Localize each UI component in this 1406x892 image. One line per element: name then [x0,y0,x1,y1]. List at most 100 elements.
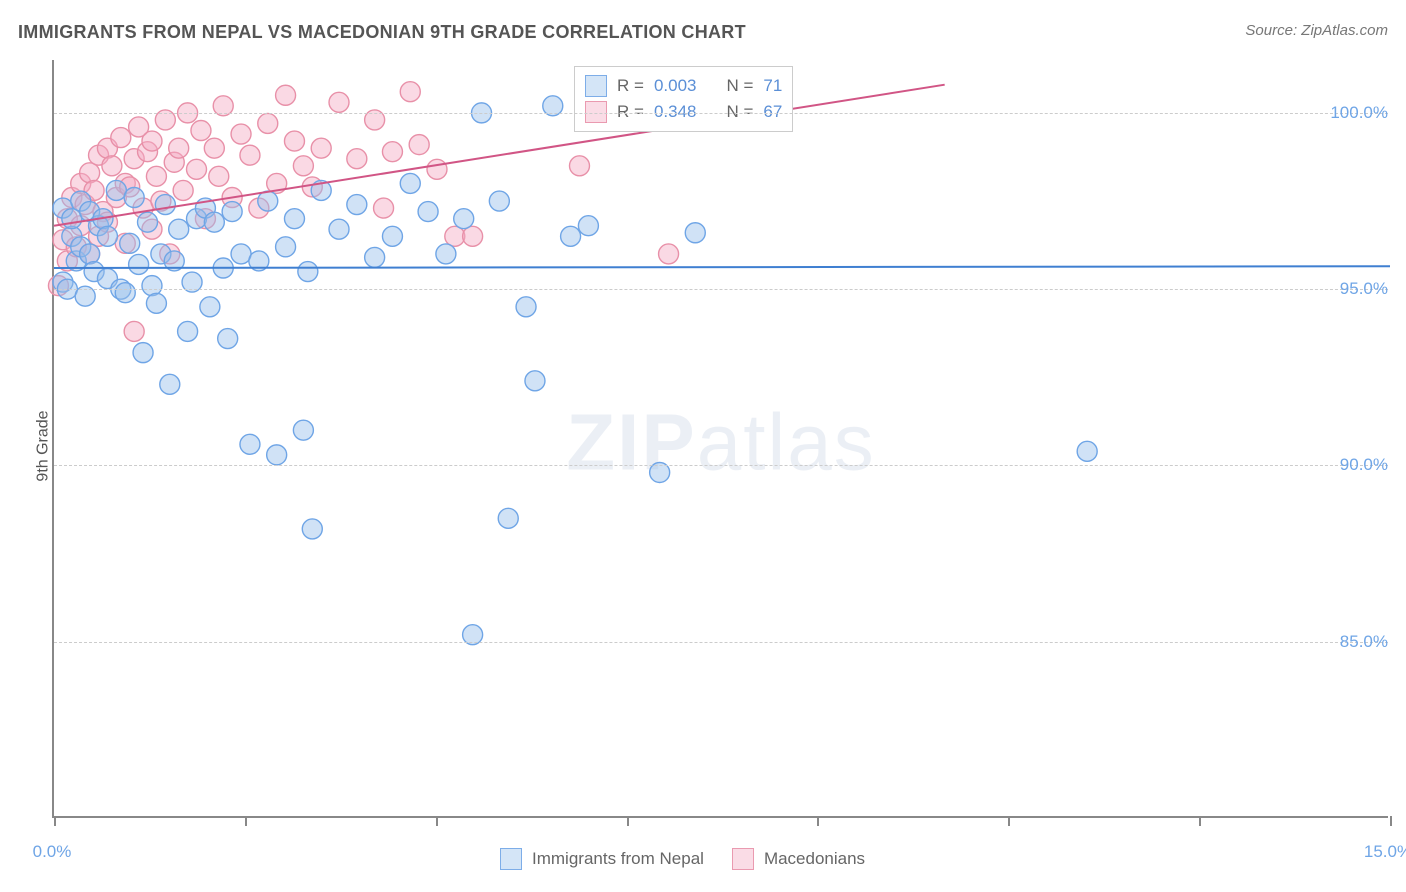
scatter-point [463,226,483,246]
scatter-point [409,135,429,155]
scatter-point [418,202,438,222]
scatter-point [382,142,402,162]
bottom-legend-item: Immigrants from Nepal [500,848,704,870]
scatter-point [561,226,581,246]
scatter-point [374,198,394,218]
r-value: 0.003 [654,76,697,96]
scatter-point [80,244,100,264]
scatter-point [659,244,679,264]
scatter-point [240,145,260,165]
scatter-point [516,297,536,317]
scatter-point [284,131,304,151]
legend-label: Immigrants from Nepal [532,849,704,869]
legend-swatch [732,848,754,870]
y-tick-label: 95.0% [1340,279,1388,299]
scatter-point [187,159,207,179]
legend-swatch [585,75,607,97]
scatter-point [169,219,189,239]
scatter-point [142,276,162,296]
r-label: R = [617,76,644,96]
scatter-point [298,262,318,282]
scatter-point [204,212,224,232]
plot-area: ZIPatlas R =0.003N =71R =0.348N =67 [52,60,1388,818]
scatter-point [347,149,367,169]
scatter-point [525,371,545,391]
y-axis-label: 9th Grade [35,410,53,481]
scatter-point [302,519,322,539]
scatter-point [200,297,220,317]
scatter-point [258,113,278,133]
gridline-h [54,642,1388,643]
scatter-point [382,226,402,246]
scatter-point [115,283,135,303]
stats-legend: R =0.003N =71R =0.348N =67 [574,66,793,132]
scatter-point [400,82,420,102]
x-tick [1390,816,1392,826]
x-tick-label: 0.0% [33,842,72,862]
scatter-point [222,202,242,222]
scatter-point [231,244,251,264]
scatter-point [124,321,144,341]
x-tick [1008,816,1010,826]
x-tick [245,816,247,826]
scatter-point [329,219,349,239]
scatter-point [120,233,140,253]
x-tick [1199,816,1201,826]
scatter-point [578,216,598,236]
scatter-point [209,166,229,186]
chart-container: IMMIGRANTS FROM NEPAL VS MACEDONIAN 9TH … [0,0,1406,892]
y-tick-label: 90.0% [1340,455,1388,475]
x-tick [627,816,629,826]
scatter-point [284,209,304,229]
source-attribution: Source: ZipAtlas.com [1245,22,1388,39]
source-label: Source: [1245,22,1297,39]
scatter-point [124,187,144,207]
scatter-point [106,180,126,200]
legend-label: Macedonians [764,849,865,869]
bottom-legend-item: Macedonians [732,848,865,870]
scatter-point [365,247,385,267]
scatter-point [173,180,193,200]
scatter-point [218,329,238,349]
scatter-point [80,163,100,183]
gridline-h [54,465,1388,466]
x-tick [54,816,56,826]
scatter-point [231,124,251,144]
chart-title: IMMIGRANTS FROM NEPAL VS MACEDONIAN 9TH … [18,22,746,43]
scatter-point [97,226,117,246]
scatter-point [427,159,447,179]
scatter-svg [54,60,1388,816]
x-tick [436,816,438,826]
scatter-point [160,374,180,394]
scatter-point [436,244,456,264]
scatter-point [146,166,166,186]
scatter-point [685,223,705,243]
y-tick-label: 100.0% [1330,103,1388,123]
scatter-point [498,508,518,528]
scatter-point [400,173,420,193]
scatter-point [311,138,331,158]
x-tick [817,816,819,826]
scatter-point [293,156,313,176]
scatter-point [102,156,122,176]
scatter-point [111,128,131,148]
scatter-point [267,445,287,465]
scatter-point [240,434,260,454]
scatter-point [276,237,296,257]
scatter-point [169,138,189,158]
y-tick-label: 85.0% [1340,632,1388,652]
n-value: 71 [763,76,782,96]
gridline-h [54,289,1388,290]
n-label: N = [726,76,753,96]
x-tick-label: 15.0% [1364,842,1406,862]
scatter-point [129,254,149,274]
scatter-point [133,343,153,363]
legend-swatch [500,848,522,870]
scatter-point [569,156,589,176]
scatter-point [178,321,198,341]
scatter-point [146,293,166,313]
scatter-point [258,191,278,211]
scatter-point [445,226,465,246]
scatter-point [138,212,158,232]
scatter-point [204,138,224,158]
